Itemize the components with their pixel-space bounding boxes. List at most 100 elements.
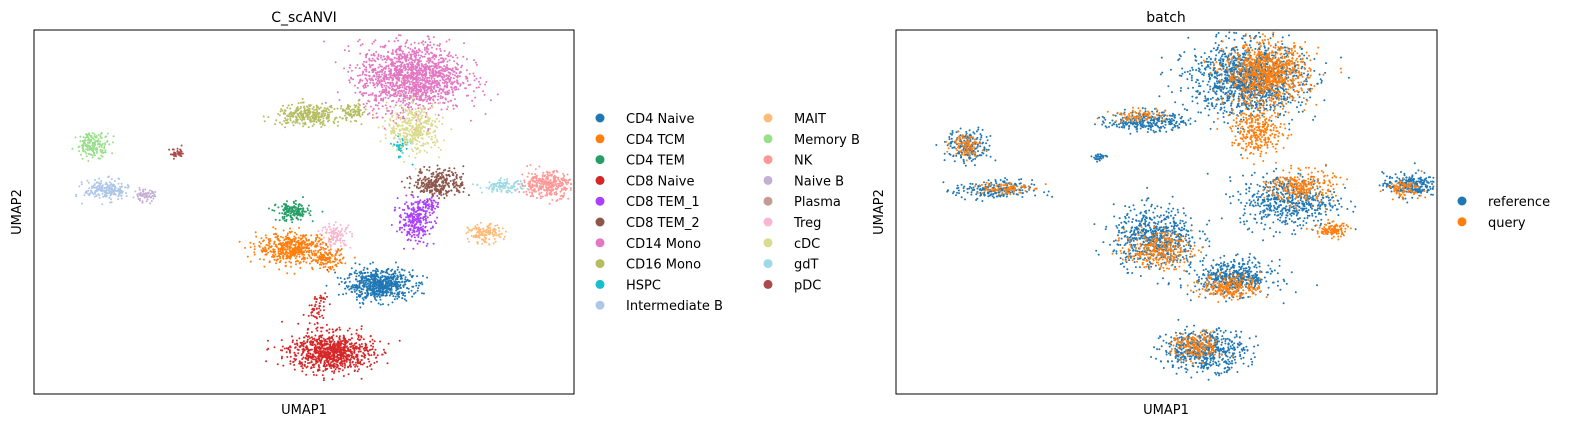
data-point	[432, 86, 435, 89]
data-point	[342, 346, 345, 349]
data-point	[415, 77, 418, 80]
data-point	[340, 280, 343, 283]
data-point	[294, 209, 297, 212]
data-point	[307, 238, 310, 241]
data-point	[394, 261, 397, 264]
data-point	[423, 229, 426, 232]
data-point	[416, 216, 419, 219]
data-point	[306, 243, 309, 245]
data-point	[364, 73, 366, 76]
data-point	[472, 90, 475, 93]
data-point	[452, 104, 455, 107]
data-point	[439, 66, 442, 68]
data-point	[384, 67, 387, 70]
data-point	[370, 368, 373, 371]
data-point	[363, 272, 366, 275]
data-point	[294, 203, 297, 206]
data-point	[319, 352, 322, 355]
data-point	[387, 267, 390, 270]
data-point	[462, 165, 465, 168]
data-point	[378, 73, 381, 76]
data-point	[281, 216, 284, 218]
data-point	[395, 77, 398, 80]
data-point	[376, 278, 379, 281]
data-point	[308, 249, 311, 252]
data-point	[306, 207, 309, 210]
data-point	[359, 90, 362, 93]
data-point	[341, 108, 344, 111]
data-point	[275, 119, 278, 122]
data-point	[327, 352, 330, 354]
data-point	[349, 358, 352, 361]
data-point	[417, 54, 420, 57]
data-point	[313, 337, 316, 340]
data-point	[435, 89, 437, 92]
data-point	[362, 269, 365, 271]
data-point	[454, 54, 457, 57]
data-point	[444, 98, 447, 101]
data-point	[409, 63, 412, 66]
data-point	[432, 99, 435, 102]
data-point	[416, 289, 419, 292]
data-point	[385, 78, 388, 81]
data-point	[427, 204, 430, 207]
data-point	[376, 354, 379, 357]
data-point	[336, 346, 339, 349]
data-point	[374, 78, 377, 81]
data-point	[368, 112, 371, 115]
data-point	[328, 338, 331, 341]
data-point	[433, 192, 436, 195]
data-point	[322, 370, 325, 373]
data-point	[312, 241, 315, 244]
data-point	[313, 252, 316, 255]
data-point	[260, 249, 263, 252]
data-point	[373, 340, 376, 343]
data-point	[385, 91, 388, 94]
data-point	[352, 78, 355, 81]
data-point	[356, 272, 358, 275]
data-point	[362, 302, 365, 305]
data-point	[338, 336, 341, 339]
data-point	[383, 72, 386, 75]
data-point	[398, 97, 401, 100]
data-point	[265, 236, 268, 239]
data-point	[458, 176, 461, 179]
data-point	[299, 107, 302, 110]
data-point	[373, 295, 376, 298]
data-point	[456, 79, 459, 82]
data-point	[284, 207, 287, 210]
data-point	[363, 86, 366, 89]
data-point	[284, 238, 287, 241]
data-point	[389, 142, 392, 145]
data-point	[306, 358, 309, 361]
data-point	[389, 70, 391, 73]
data-point	[412, 208, 415, 210]
data-point	[321, 257, 324, 260]
data-point	[410, 74, 413, 77]
data-point	[396, 268, 399, 271]
data-point	[305, 115, 308, 118]
data-point	[286, 240, 289, 243]
data-point	[284, 109, 287, 112]
data-point	[324, 114, 327, 117]
data-point	[411, 86, 413, 89]
data-point	[344, 262, 347, 265]
data-point	[272, 226, 275, 229]
data-point	[346, 112, 348, 115]
data-point	[416, 275, 419, 278]
data-point	[348, 327, 351, 330]
data-point	[374, 71, 377, 74]
data-point	[380, 293, 383, 296]
data-point	[376, 268, 379, 271]
data-point	[289, 215, 292, 218]
data-point	[322, 379, 325, 382]
data-point	[369, 364, 371, 367]
data-point	[397, 293, 400, 296]
data-point	[286, 248, 289, 251]
data-point	[361, 278, 364, 281]
series-cd8-naive	[265, 268, 401, 382]
data-point	[444, 57, 447, 60]
data-point	[359, 291, 362, 294]
data-point	[305, 238, 308, 241]
data-point	[284, 264, 287, 267]
